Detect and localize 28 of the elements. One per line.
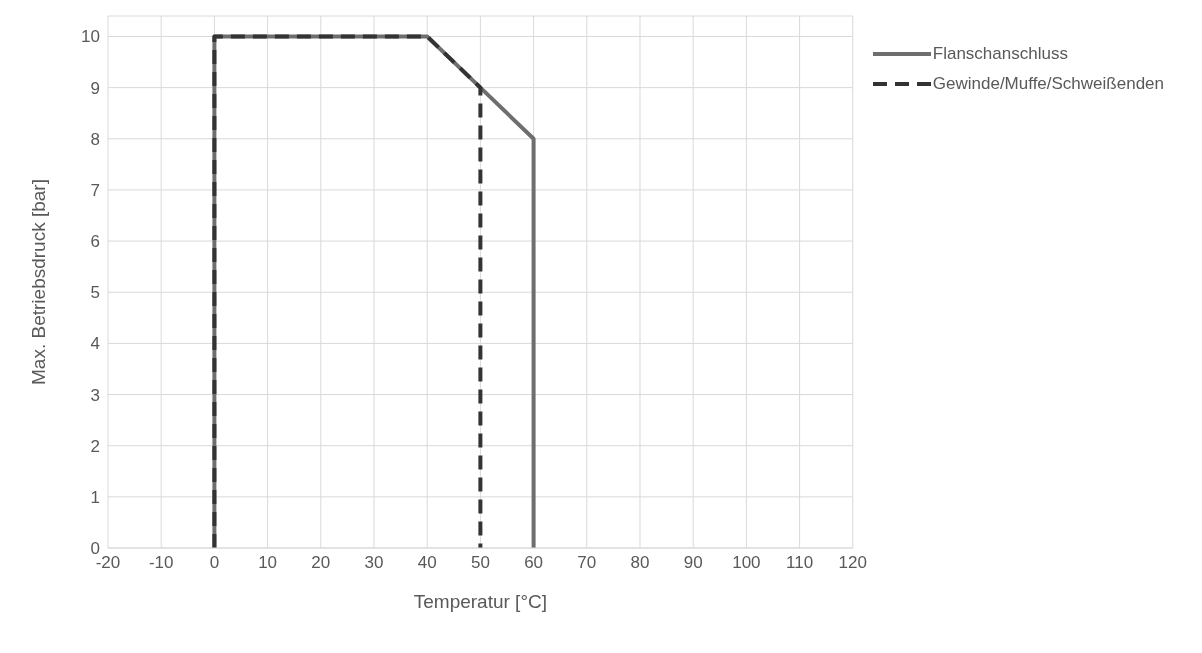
- y-tick-label: 6: [90, 232, 100, 252]
- legend-label: Flanschanschluss: [932, 44, 1068, 64]
- y-tick-label: 10: [81, 27, 100, 47]
- y-tick-label: 3: [90, 385, 100, 405]
- x-tick-label: 70: [577, 553, 597, 573]
- x-tick-label: 20: [311, 553, 331, 573]
- y-tick-label: 5: [90, 283, 100, 303]
- x-tick-label: 100: [732, 553, 761, 573]
- y-tick-label: 7: [90, 180, 100, 200]
- y-tick-label: 9: [90, 78, 100, 98]
- x-tick-label: 90: [683, 553, 703, 573]
- y-tick-label: 2: [90, 436, 100, 456]
- x-tick-label: -10: [148, 553, 174, 573]
- x-tick-label: 80: [630, 553, 650, 573]
- x-tick-label: 30: [364, 553, 384, 573]
- x-tick-label: 120: [838, 553, 867, 573]
- x-tick-label: 0: [209, 553, 220, 573]
- y-tick-label: 1: [90, 487, 100, 507]
- x-tick-label: 110: [786, 553, 814, 573]
- x-axis-title: Temperatur [°C]: [413, 591, 548, 612]
- y-axis-title: Max. Betriebsdruck [bar]: [27, 179, 49, 385]
- x-tick-label: 60: [524, 553, 544, 573]
- y-tick-label: 8: [90, 129, 100, 149]
- x-tick-label: 40: [417, 553, 437, 573]
- legend-label: Gewinde/Muffe/Schweißenden: [932, 74, 1164, 94]
- x-tick-label: 10: [258, 553, 278, 573]
- y-tick-label: 4: [90, 334, 100, 354]
- x-tick-label: 50: [470, 553, 490, 573]
